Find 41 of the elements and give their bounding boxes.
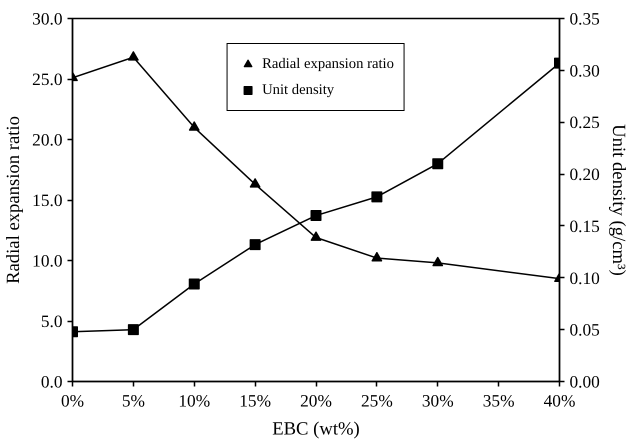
- point: [250, 178, 261, 188]
- y2-tick-label: 0.15: [570, 216, 600, 236]
- y2-tick-label: 0.05: [570, 320, 600, 340]
- point: [188, 121, 200, 131]
- y-tick-label: 0.0: [40, 372, 63, 392]
- point: [188, 278, 200, 290]
- point: [128, 324, 139, 336]
- y2-tick-label: 0.10: [570, 268, 600, 288]
- point: [310, 210, 322, 222]
- x-axis-title: EBC (wt%): [272, 418, 360, 440]
- y-axis-title: Radial expansion ratio: [3, 116, 24, 284]
- y2-tick-label: 0.00: [570, 372, 600, 392]
- y2-tick-label: 0.20: [570, 165, 600, 184]
- y2-tick-label: 0.30: [570, 61, 600, 80]
- y-tick-label: 25.0: [32, 70, 63, 89]
- point: [371, 252, 382, 262]
- point: [250, 239, 261, 250]
- y-tick-label: 30.0: [32, 10, 63, 28]
- point: [432, 256, 444, 266]
- x-tick-label: 5%: [122, 392, 145, 410]
- legend-label: Unit density: [262, 82, 334, 98]
- x-tick-label: 10%: [178, 392, 210, 410]
- y-tick-label: 20.0: [32, 130, 63, 150]
- point: [310, 231, 322, 241]
- legend-label: Radial expansion ratio: [262, 56, 394, 72]
- y-tick-label: 5.0: [40, 312, 63, 331]
- y2-tick-label: 0.35: [570, 10, 600, 28]
- y2-tick-label: 0.25: [570, 113, 600, 132]
- x-tick-label: 25%: [360, 392, 393, 410]
- x-tick-label: 40%: [544, 392, 576, 410]
- y2-axis-title: Unit density (g/cm³): [608, 124, 629, 276]
- y-tick-label: 10.0: [32, 252, 63, 270]
- point: [432, 158, 444, 170]
- point: [371, 191, 382, 202]
- x-tick-label: 30%: [422, 392, 454, 410]
- point: [128, 50, 139, 61]
- y-tick-label: 15.0: [32, 191, 63, 210]
- x-tick-label: 35%: [482, 392, 515, 410]
- x-tick-label: 0%: [60, 392, 84, 410]
- x-tick-label: 20%: [300, 392, 332, 410]
- x-tick-label: 15%: [239, 392, 272, 410]
